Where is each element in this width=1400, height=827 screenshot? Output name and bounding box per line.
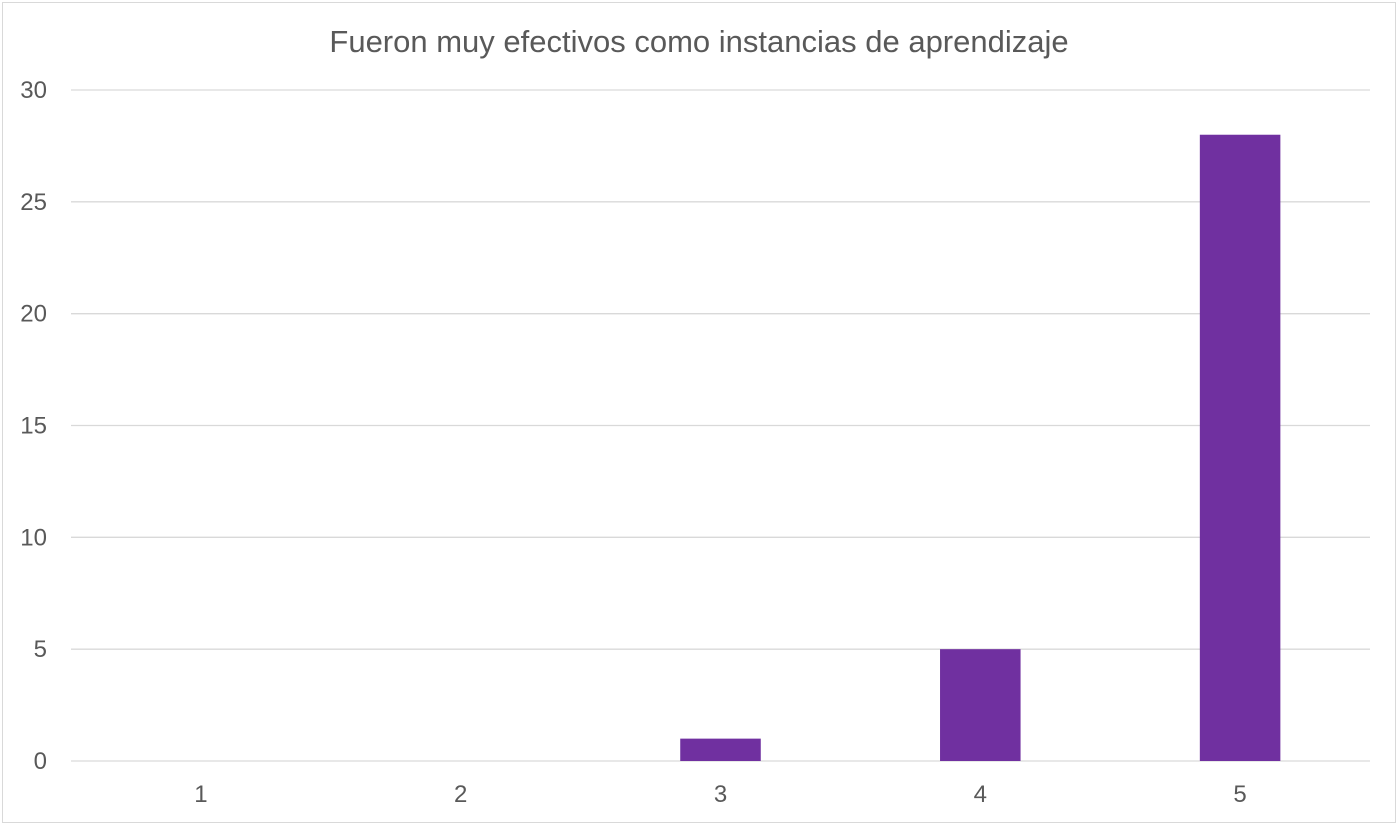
bar-4: [940, 649, 1021, 761]
bar-3: [680, 738, 761, 761]
x-tick-label-4: 4: [974, 781, 987, 808]
y-tick-label-30: 30: [20, 77, 47, 104]
y-tick-label-15: 15: [20, 413, 47, 440]
gridlines: [71, 89, 1370, 762]
y-tick-label-10: 10: [20, 524, 47, 551]
x-axis-ticks: 1 2 3 4 5: [194, 781, 1247, 808]
y-axis-ticks: 0 5 10 15 20 25 30: [20, 77, 47, 775]
y-tick-label-5: 5: [34, 636, 47, 663]
x-tick-label-1: 1: [194, 781, 207, 808]
chart-title: Fueron muy efectivos como instancias de …: [329, 24, 1068, 59]
y-tick-label-25: 25: [20, 189, 47, 216]
x-tick-label-3: 3: [714, 781, 727, 808]
bar-5: [1199, 134, 1281, 761]
y-tick-label-20: 20: [20, 301, 47, 328]
y-tick-label-0: 0: [34, 748, 47, 775]
bars: [680, 134, 1281, 761]
x-tick-label-5: 5: [1233, 781, 1246, 808]
x-tick-label-2: 2: [454, 781, 467, 808]
